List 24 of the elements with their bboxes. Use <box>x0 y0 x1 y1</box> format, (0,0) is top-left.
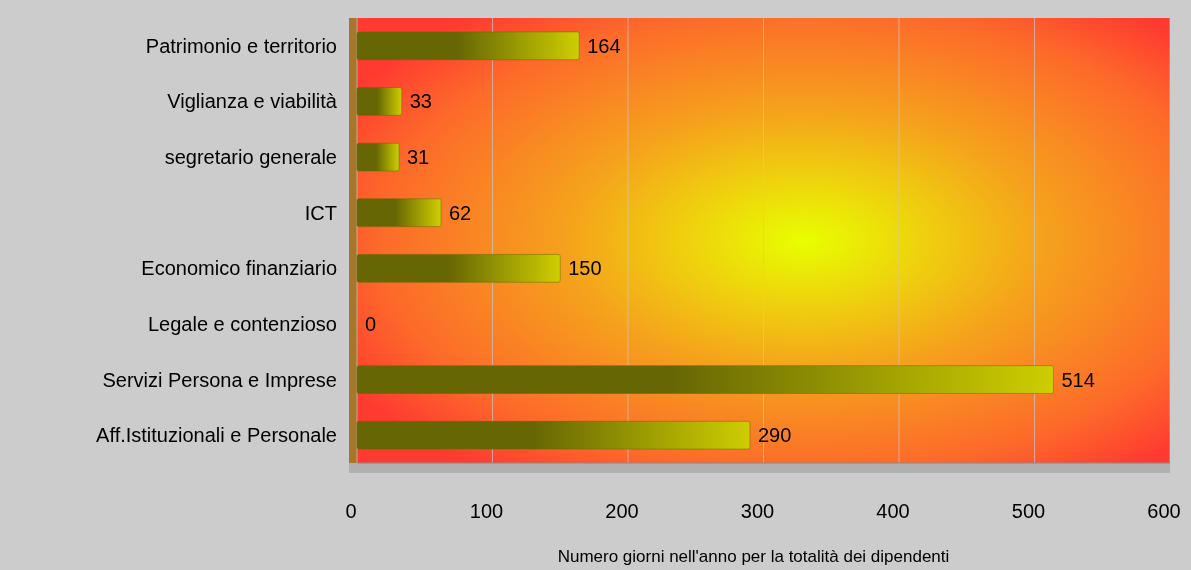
x-tick-label: 600 <box>1147 500 1181 522</box>
data-label: 164 <box>587 34 621 57</box>
y-tick-label: segretario generale <box>164 146 337 169</box>
y-tick-label: Viglianza e viabilità <box>167 90 338 113</box>
x-tick-label: 400 <box>876 500 910 522</box>
data-label: 0 <box>365 312 377 335</box>
x-tick-label: 200 <box>605 500 639 522</box>
data-label: 150 <box>568 257 602 280</box>
data-label: 33 <box>409 90 432 113</box>
x-tick-label: 300 <box>740 500 775 522</box>
data-label: 290 <box>757 424 792 447</box>
data-label: 514 <box>1061 368 1095 391</box>
x-tick-label: 500 <box>1011 500 1046 522</box>
y-tick-label: Patrimonio e territorio <box>145 34 337 57</box>
y-tick-label: ICT <box>304 201 337 224</box>
y-tick-label: Economico finanziario <box>141 257 337 280</box>
data-label: 62 <box>449 201 472 224</box>
x-tick-label: 100 <box>469 500 504 522</box>
x-axis-title: Numero giorni nell'anno per la totalità dei dipendenti <box>557 547 950 566</box>
y-tick-label: Aff.Istituzionali e Personale <box>96 424 337 447</box>
data-label: 31 <box>407 146 430 169</box>
x-tick-label: 0 <box>345 500 357 522</box>
y-tick-label: Servizi Persona e Imprese <box>102 368 337 391</box>
y-tick-label: Legale e contenzioso <box>147 312 337 335</box>
